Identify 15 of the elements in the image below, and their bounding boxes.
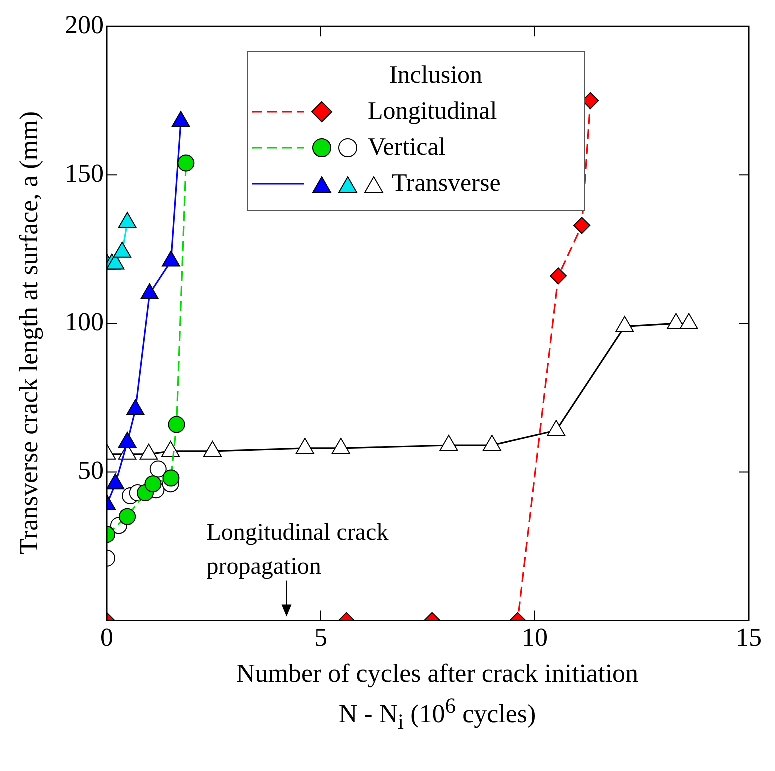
x-tick-label: 10	[522, 623, 548, 652]
legend-label: Vertical	[368, 134, 446, 162]
y-tick-label: 200	[65, 10, 104, 40]
legend-label: Longitudinal	[368, 98, 498, 126]
x-tick-label: 5	[314, 623, 328, 652]
x-axis-title: Number of cycles after crack initiation N - N$_{i}$ (10$^{6}$ cycles)	[235, 658, 640, 736]
y-tick-label: 50	[78, 456, 104, 486]
x-tick-label: 15	[736, 623, 762, 652]
y-axis-title: Transverse crack length at surface, a (mm)	[15, 111, 45, 555]
y-tick-label: 150	[65, 158, 104, 188]
legend-title: Inclusion	[388, 60, 484, 91]
legend-label: Transverse	[392, 170, 501, 198]
annotation: Longitudinal crack propagation	[206, 520, 389, 580]
y-tick-label: 100	[65, 308, 104, 337]
x-tick-label: 0	[100, 623, 114, 652]
